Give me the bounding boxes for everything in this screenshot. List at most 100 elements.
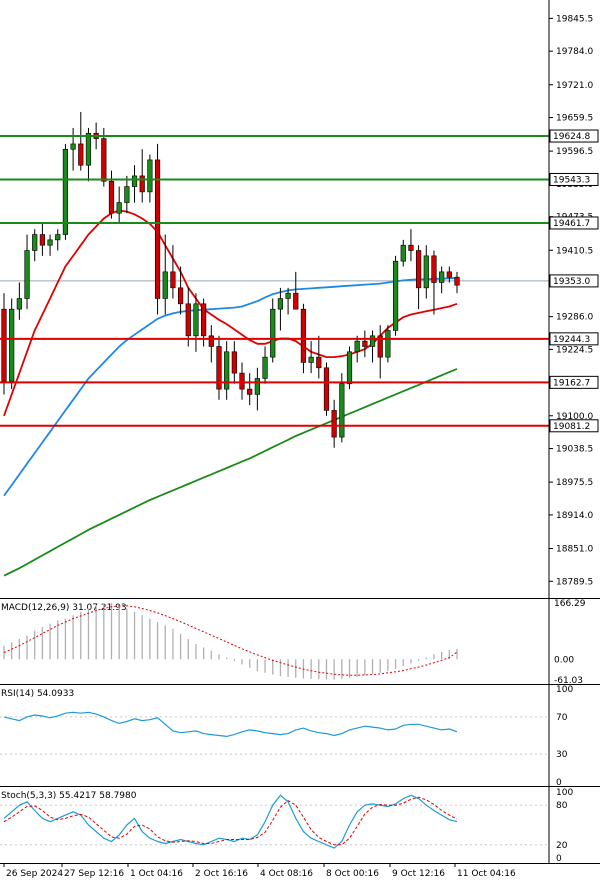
candle-body bbox=[24, 250, 30, 299]
candle-body bbox=[392, 260, 399, 331]
price-tick-label: 19721.0 bbox=[556, 81, 593, 91]
candle-body bbox=[162, 271, 168, 299]
candle-body bbox=[70, 143, 76, 150]
candle-body bbox=[185, 303, 191, 337]
candle-body bbox=[85, 132, 92, 166]
stoch-tick-label: 0 bbox=[556, 854, 562, 864]
candle bbox=[78, 111, 84, 171]
candle bbox=[293, 271, 299, 310]
candle bbox=[193, 293, 199, 352]
candle-body bbox=[416, 250, 422, 289]
time-tick-label: 1 Oct 04:16 bbox=[130, 869, 183, 879]
candle-body bbox=[262, 356, 268, 379]
candle-body bbox=[247, 388, 253, 395]
macd-tick-label: 166.29 bbox=[554, 599, 586, 609]
candle-body bbox=[323, 367, 330, 411]
time-axis: 26 Sep 2024 27 Sep 12:16 1 Oct 04:16 2 Oct … bbox=[3, 863, 516, 879]
candle-body bbox=[377, 335, 383, 358]
time-tick-label: 8 Oct 00:16 bbox=[326, 869, 379, 879]
candle-body bbox=[177, 287, 184, 305]
level-tag: 19543.3 bbox=[549, 172, 599, 186]
candle-body bbox=[446, 271, 452, 278]
candle-body bbox=[193, 303, 199, 337]
time-tick-label: 9 Oct 12:16 bbox=[392, 869, 445, 879]
price-tick-label: 18975.5 bbox=[556, 478, 593, 488]
stoch-tick-label: 80 bbox=[556, 801, 568, 811]
candle-body bbox=[346, 351, 353, 385]
candle bbox=[231, 341, 237, 384]
level-tag-label: 19461.7 bbox=[553, 219, 590, 229]
candle bbox=[331, 399, 337, 448]
level-tag-label: 19624.8 bbox=[553, 132, 590, 142]
candle bbox=[131, 165, 138, 203]
price-tick-label: 19659.5 bbox=[556, 114, 593, 124]
rsi-line bbox=[3, 711, 458, 738]
level-tag-label: 19543.3 bbox=[553, 175, 590, 185]
time-tick-label: 27 Sep 12:16 bbox=[64, 869, 124, 879]
current-price-tag-box bbox=[549, 274, 599, 288]
level-tag: 19244.3 bbox=[549, 332, 599, 346]
level-tag-box bbox=[549, 332, 599, 346]
candle bbox=[170, 245, 176, 299]
price-tick-label: 19845.5 bbox=[556, 14, 593, 24]
price-tick-label: 19038.5 bbox=[556, 445, 593, 455]
moving-average-line bbox=[3, 277, 457, 497]
candle bbox=[354, 335, 360, 363]
candle bbox=[116, 186, 122, 224]
rsi-panel: RSI(14) 54.0933 bbox=[0, 689, 549, 755]
price-tick-label: 19224.5 bbox=[556, 345, 593, 355]
candle bbox=[24, 234, 30, 310]
candle bbox=[277, 287, 284, 331]
level-tag-box bbox=[549, 172, 599, 186]
rsi-tick-label: 0 bbox=[556, 778, 562, 788]
candle-body bbox=[62, 148, 69, 235]
candle bbox=[208, 325, 214, 363]
candle-body bbox=[439, 271, 445, 283]
price-tick-label: 19784.0 bbox=[556, 47, 593, 57]
price-tick-label: 19100.0 bbox=[556, 412, 593, 422]
price-tick-label: 18914.0 bbox=[556, 511, 593, 521]
level-tag: 19624.8 bbox=[549, 129, 599, 143]
price-axis: 19845.519784.019721.019659.519596.519535… bbox=[0, 0, 600, 864]
candle-body bbox=[385, 330, 391, 358]
candle bbox=[416, 245, 422, 310]
candle bbox=[262, 346, 268, 384]
candle bbox=[392, 255, 399, 336]
level-tag-label: 19162.7 bbox=[553, 378, 590, 388]
candle bbox=[62, 143, 69, 240]
candle-body bbox=[208, 335, 214, 347]
time-tick-label: 4 Oct 08:16 bbox=[260, 869, 313, 879]
candle bbox=[439, 266, 445, 294]
candle bbox=[177, 266, 184, 315]
moving-average-line bbox=[3, 209, 458, 417]
candle-body bbox=[47, 239, 53, 246]
candle bbox=[446, 266, 452, 283]
candle-body bbox=[108, 180, 115, 214]
macd-tick-label: 0.00 bbox=[554, 655, 574, 665]
candle-body bbox=[293, 292, 299, 310]
candle bbox=[39, 223, 45, 256]
candle-body bbox=[201, 303, 207, 337]
candle-body bbox=[170, 271, 176, 289]
candle bbox=[124, 175, 130, 214]
price-tick-label: 19410.5 bbox=[556, 246, 593, 256]
candle-body bbox=[231, 351, 237, 374]
candle-body bbox=[139, 175, 145, 193]
candle-body bbox=[277, 298, 284, 310]
current-price-tag-label: 19353.0 bbox=[553, 277, 590, 287]
candle bbox=[185, 287, 191, 347]
candle bbox=[400, 239, 406, 267]
candle bbox=[16, 282, 22, 320]
candle bbox=[9, 298, 15, 390]
candle bbox=[224, 341, 230, 400]
price-tick-label: 19286.0 bbox=[556, 313, 593, 323]
candle bbox=[101, 127, 107, 187]
candle-body bbox=[454, 276, 460, 286]
candle bbox=[47, 234, 53, 256]
candle bbox=[32, 229, 38, 262]
candle bbox=[385, 325, 391, 363]
stoch-main-line bbox=[3, 794, 458, 849]
candle bbox=[323, 362, 330, 416]
candle-body bbox=[331, 410, 337, 438]
candle bbox=[247, 373, 253, 406]
